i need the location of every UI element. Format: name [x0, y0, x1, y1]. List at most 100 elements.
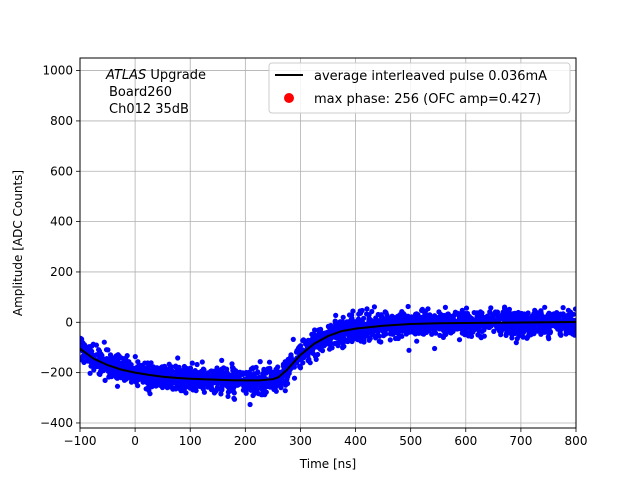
scatter-point	[164, 371, 170, 377]
scatter-point	[297, 346, 303, 352]
scatter-point	[273, 366, 279, 372]
scatter-point	[211, 390, 217, 396]
scatter-point	[115, 352, 121, 358]
scatter-point	[87, 370, 93, 376]
y-axis-ticks: −400 −200 0 200 400 600 800 1000	[40, 64, 80, 430]
scatter-point	[229, 361, 235, 367]
scatter-point	[147, 391, 153, 397]
scatter-point	[337, 319, 343, 325]
scatter-point	[334, 325, 340, 331]
scatter-point	[265, 366, 271, 372]
x-tick-label: 300	[289, 434, 312, 448]
scatter-point	[80, 336, 85, 342]
scatter-point	[89, 343, 95, 349]
scatter-point	[412, 317, 418, 323]
scatter-point	[263, 370, 269, 376]
scatter-point	[502, 309, 508, 316]
scatter-point	[514, 336, 520, 342]
x-tick-label: −100	[64, 434, 97, 448]
scatter-point	[312, 353, 318, 359]
annotation-line-3: Ch012 35dB	[109, 102, 189, 117]
scatter-point	[126, 359, 132, 365]
scatter-point	[122, 364, 128, 370]
x-tick-label: 400	[344, 434, 367, 448]
scatter-point	[91, 367, 97, 373]
scatter-point	[212, 373, 218, 379]
scatter-point	[103, 347, 110, 353]
scatter-point	[535, 328, 541, 334]
scatter-point	[200, 368, 206, 374]
scatter-point	[317, 346, 323, 352]
scatter-point	[308, 349, 314, 355]
scatter-point	[453, 326, 459, 332]
scatter-point	[96, 371, 102, 377]
scatter-point	[245, 383, 251, 389]
scatter-point	[456, 337, 463, 343]
average-pulse-line	[80, 321, 576, 382]
x-tick-label: 0	[131, 434, 139, 448]
scatter-point	[519, 327, 525, 333]
scatter-point	[353, 332, 359, 338]
scatter-point	[392, 335, 399, 342]
scatter-point	[509, 335, 515, 341]
scatter-point	[218, 391, 224, 397]
scatter-point	[513, 315, 519, 321]
annotation-line-1: ATLAS Upgrade	[105, 68, 206, 83]
scatter-point	[499, 323, 505, 329]
scatter-point	[371, 304, 377, 310]
scatter-point	[440, 334, 446, 340]
scatter-point	[491, 328, 497, 334]
scatter-point	[402, 313, 408, 319]
scatter-point	[364, 306, 370, 312]
scatter-point	[390, 331, 396, 337]
scatter-point	[419, 326, 425, 332]
scatter-point	[141, 367, 147, 373]
scatter-point	[384, 318, 390, 324]
scatter-point	[477, 333, 483, 339]
scatter-point	[492, 309, 498, 315]
scatter-point	[225, 393, 231, 399]
scatter-point	[432, 313, 438, 319]
scatter-point	[459, 307, 465, 313]
scatter-point	[312, 327, 318, 333]
scatter-point	[396, 326, 403, 332]
scatter-point	[367, 335, 373, 342]
scatter-point	[193, 373, 199, 379]
scatter-point	[468, 333, 475, 339]
scatter-point	[460, 311, 467, 317]
scatter-point	[527, 328, 533, 334]
scatter-point	[168, 382, 174, 388]
scatter-point	[405, 303, 411, 310]
scatter-point	[542, 304, 548, 310]
scatter-point	[254, 389, 260, 395]
scatter-point	[284, 376, 290, 382]
scatter-point	[219, 368, 225, 375]
annotation-line-2: Board260	[109, 85, 172, 100]
scatter-point	[332, 318, 338, 324]
scatter-point	[137, 366, 143, 372]
scatter-point	[378, 339, 384, 345]
scatter-point	[557, 325, 564, 331]
legend-entry-average: average interleaved pulse 0.036mA	[314, 69, 547, 84]
y-tick-label: 200	[50, 265, 73, 279]
scatter-point	[538, 331, 544, 337]
scatter-point	[428, 323, 434, 329]
scatter-point	[346, 336, 352, 342]
scatter-point	[452, 309, 458, 315]
scatter-point	[237, 369, 243, 375]
scatter-point	[157, 382, 163, 388]
scatter-point	[397, 313, 403, 319]
y-tick-label: 600	[50, 164, 73, 178]
scatter-point	[102, 377, 108, 383]
scatter-point	[278, 385, 284, 391]
scatter-point	[327, 346, 333, 352]
x-tick-label: 500	[399, 434, 422, 448]
scatter-point	[432, 345, 438, 352]
scatter-point	[427, 312, 433, 318]
y-tick-label: 800	[50, 114, 73, 128]
scatter-point	[176, 385, 182, 391]
scatter-point	[106, 374, 112, 380]
scatter-point	[507, 330, 513, 336]
scatter-point	[442, 304, 448, 310]
scatter-point	[291, 375, 298, 381]
